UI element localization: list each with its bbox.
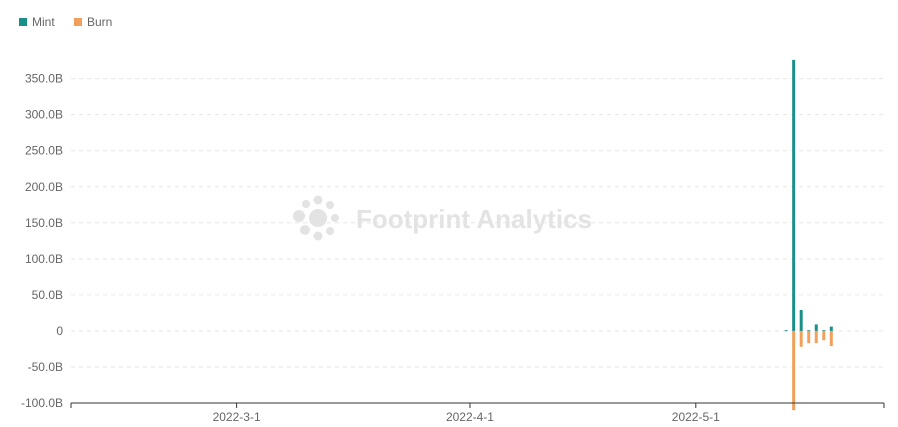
y-tick-label: 150.0B [25, 216, 63, 230]
bar-burn[interactable] [799, 330, 803, 347]
legend-label: Burn [87, 15, 112, 29]
legend-swatch [74, 18, 82, 26]
bar-mint[interactable] [822, 330, 826, 332]
legend-swatch [19, 18, 27, 26]
x-tick-label: 2022-4-1 [446, 410, 494, 424]
x-tick-label: 2022-3-1 [213, 410, 261, 424]
bar-burn[interactable] [814, 330, 818, 344]
bar-mint[interactable] [807, 330, 811, 332]
y-tick-label: 200.0B [25, 180, 63, 194]
y-tick-label: 350.0B [25, 72, 63, 86]
y-tick-label: 300.0B [25, 108, 63, 122]
y-tick-label: 0 [56, 324, 63, 338]
y-tick-label: -50.0B [28, 360, 63, 374]
bars [784, 59, 833, 411]
legend-label: Mint [32, 15, 55, 29]
bar-burn[interactable] [792, 330, 796, 411]
bar-mint[interactable] [784, 330, 788, 332]
bar-mint[interactable] [799, 310, 803, 331]
x-tick-label: 2022-5-1 [672, 410, 720, 424]
legend-item-burn[interactable]: Burn [74, 15, 112, 29]
watermark: Footprint Analytics [293, 195, 592, 241]
bar-mint[interactable] [829, 326, 833, 331]
footprint-logo-icon [293, 195, 339, 241]
bar-mint[interactable] [792, 59, 796, 331]
y-tick-label: 100.0B [25, 252, 63, 266]
watermark-text: Footprint Analytics [356, 204, 592, 234]
legend[interactable]: Mint Burn [19, 15, 112, 29]
legend-item-mint[interactable]: Mint [19, 15, 55, 29]
y-tick-label: 250.0B [25, 144, 63, 158]
axes: -100.0B -50.0B 0 50.0B 100.0B 150.0B 200.0B 250… [21, 72, 885, 424]
bar-burn[interactable] [822, 330, 826, 341]
bar-mint[interactable] [814, 324, 818, 331]
bar-burn[interactable] [829, 330, 833, 347]
y-tick-label: 50.0B [32, 288, 63, 302]
y-tick-label: -100.0B [21, 396, 63, 410]
bar-burn[interactable] [807, 330, 811, 344]
